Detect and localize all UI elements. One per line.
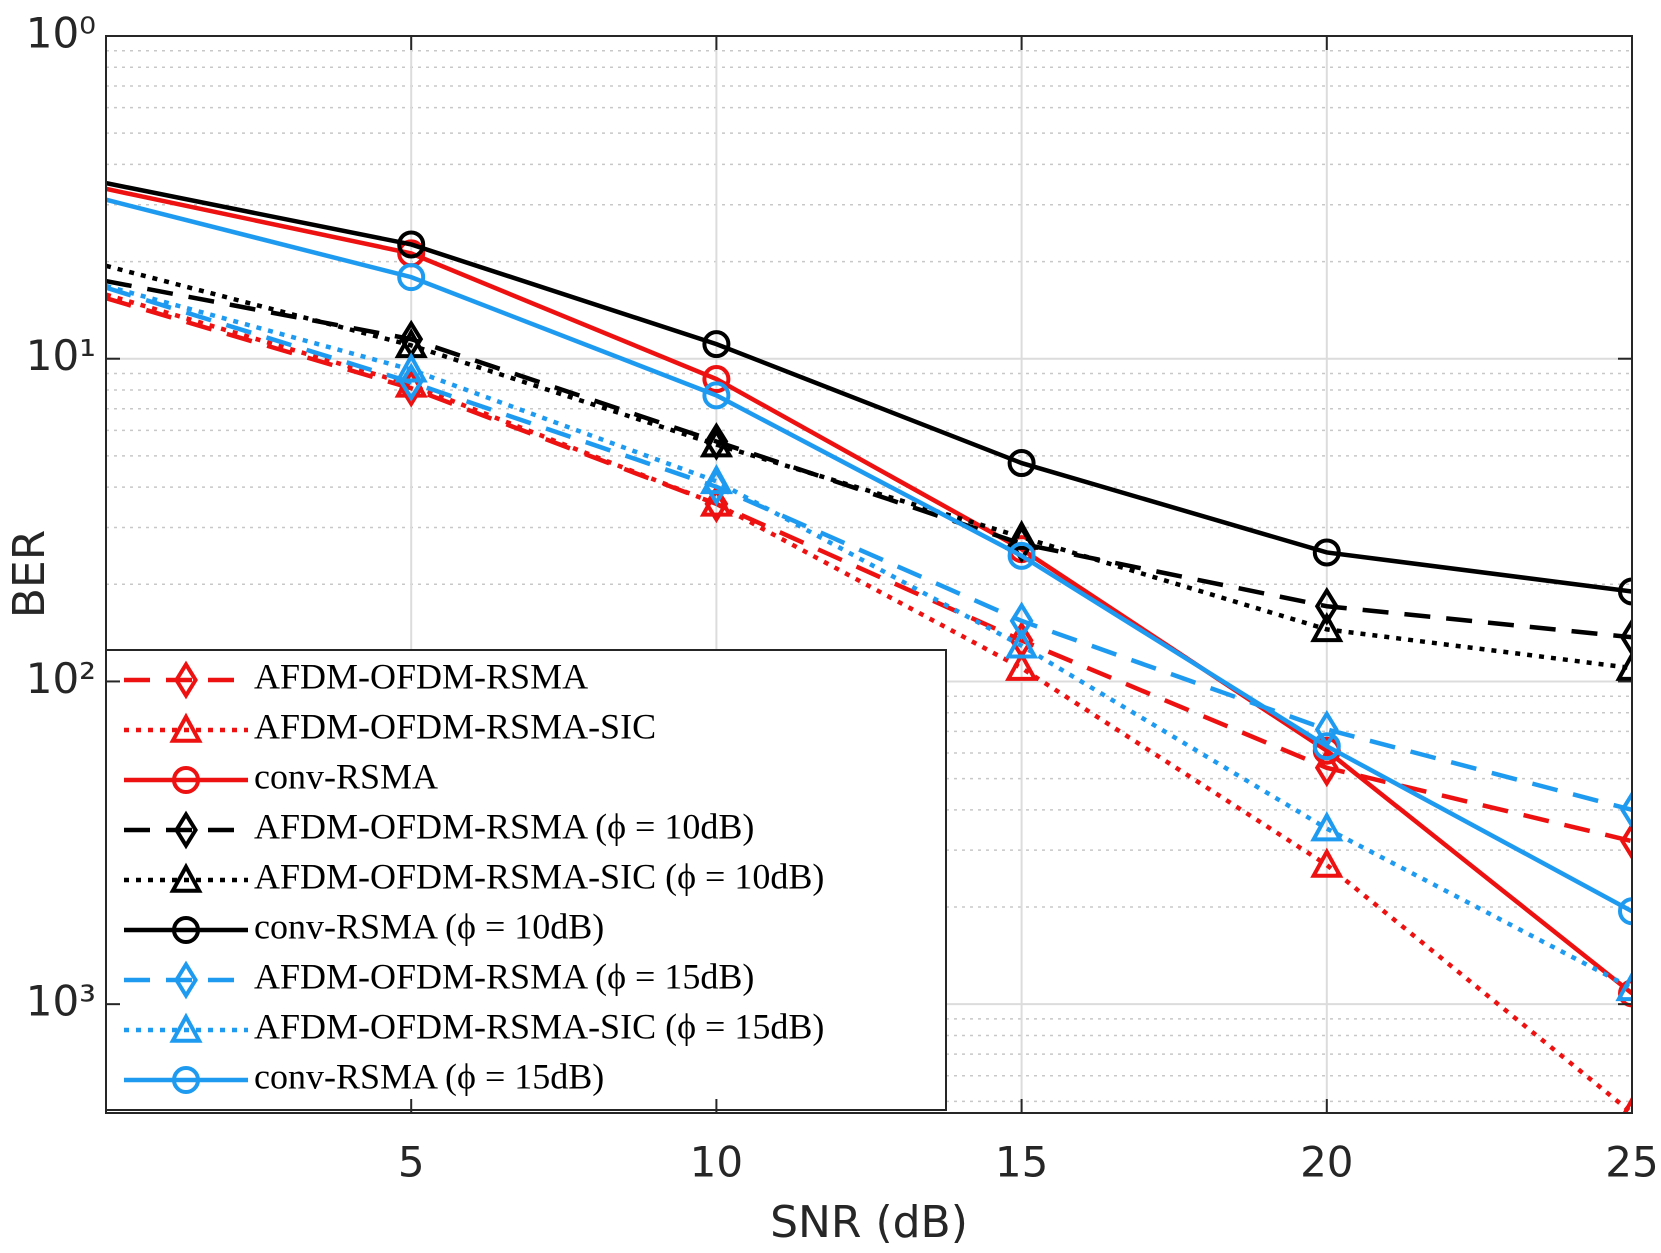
series-line xyxy=(106,278,1632,640)
x-tick-label: 10 xyxy=(690,1138,743,1187)
marker xyxy=(1312,538,1341,567)
marker xyxy=(1310,612,1344,643)
series-line xyxy=(106,197,1632,914)
series-line xyxy=(106,296,1632,844)
x-tick-label: 25 xyxy=(1605,1138,1658,1187)
marker xyxy=(1622,1095,1632,1113)
legend-label: conv-RSMA (ϕ = 10dB) xyxy=(254,906,604,946)
marker xyxy=(397,230,426,259)
marker xyxy=(172,766,200,794)
marker xyxy=(174,810,198,850)
marker xyxy=(169,712,203,743)
y-tick-label: 10¹ xyxy=(26,331,96,380)
y-tick-label: 10² xyxy=(26,654,96,703)
marker xyxy=(172,916,200,944)
series-line xyxy=(106,180,1632,594)
marker xyxy=(1005,650,1039,681)
marker xyxy=(1618,897,1632,926)
marker xyxy=(394,352,428,383)
legend-label: AFDM-OFDM-RSMA-SIC xyxy=(254,706,656,746)
series-line xyxy=(106,186,1632,996)
legend-label: AFDM-OFDM-RSMA xyxy=(254,656,588,696)
marker xyxy=(397,263,426,292)
marker xyxy=(1310,847,1344,878)
x-axis-label: SNR (dB) xyxy=(770,1197,968,1248)
marker xyxy=(699,486,733,517)
legend: AFDM-OFDM-RSMA AFDM-OFDM-RSMA-SIC conv-RSM… xyxy=(105,649,947,1111)
marker xyxy=(1620,790,1632,830)
x-tick-label: 20 xyxy=(1300,1138,1353,1187)
marker xyxy=(1314,586,1339,626)
ticks: 10⁰ 10¹ 10² 10³ 5 10 15 20 25 xyxy=(26,9,1659,1187)
y-tick-label: 10⁰ xyxy=(26,9,96,58)
marker xyxy=(699,427,733,458)
marker xyxy=(1007,449,1036,478)
marker xyxy=(1615,650,1632,681)
marker xyxy=(174,960,198,1000)
marker xyxy=(702,365,731,394)
marker xyxy=(1005,628,1039,659)
x-tick-label: 5 xyxy=(398,1138,425,1187)
y-tick-label: 10³ xyxy=(26,977,96,1026)
marker xyxy=(1620,821,1632,861)
series-line xyxy=(106,285,1632,813)
marker xyxy=(702,381,731,410)
legend-label: AFDM-OFDM-RSMA-SIC (ϕ = 15dB) xyxy=(254,1006,824,1046)
marker xyxy=(1620,617,1632,657)
marker xyxy=(172,1066,200,1094)
marker xyxy=(1618,577,1632,606)
series-line xyxy=(106,263,1632,671)
marker xyxy=(702,330,731,359)
marker xyxy=(169,862,203,893)
axes-box xyxy=(105,35,1633,1114)
marker xyxy=(174,660,198,700)
marker xyxy=(1615,970,1632,1002)
marker xyxy=(1312,732,1341,761)
marker xyxy=(1005,519,1039,550)
marker xyxy=(1007,541,1036,570)
x-tick-label: 15 xyxy=(995,1138,1048,1187)
legend-label: AFDM-OFDM-RSMA (ϕ = 15dB) xyxy=(254,956,754,996)
y-axis-label: BER xyxy=(4,530,55,619)
marker xyxy=(399,362,424,402)
legend-label: AFDM-OFDM-RSMA-SIC (ϕ = 10dB) xyxy=(254,856,824,896)
legend-label: AFDM-OFDM-RSMA (ϕ = 10dB) xyxy=(254,806,754,846)
marker xyxy=(1310,811,1344,842)
marker xyxy=(699,463,733,495)
series-line xyxy=(106,292,1632,1113)
legend-label: conv-RSMA xyxy=(254,756,438,796)
legend-label: conv-RSMA (ϕ = 15dB) xyxy=(254,1056,604,1096)
marker xyxy=(169,1012,203,1043)
series-layer xyxy=(106,180,1632,1113)
